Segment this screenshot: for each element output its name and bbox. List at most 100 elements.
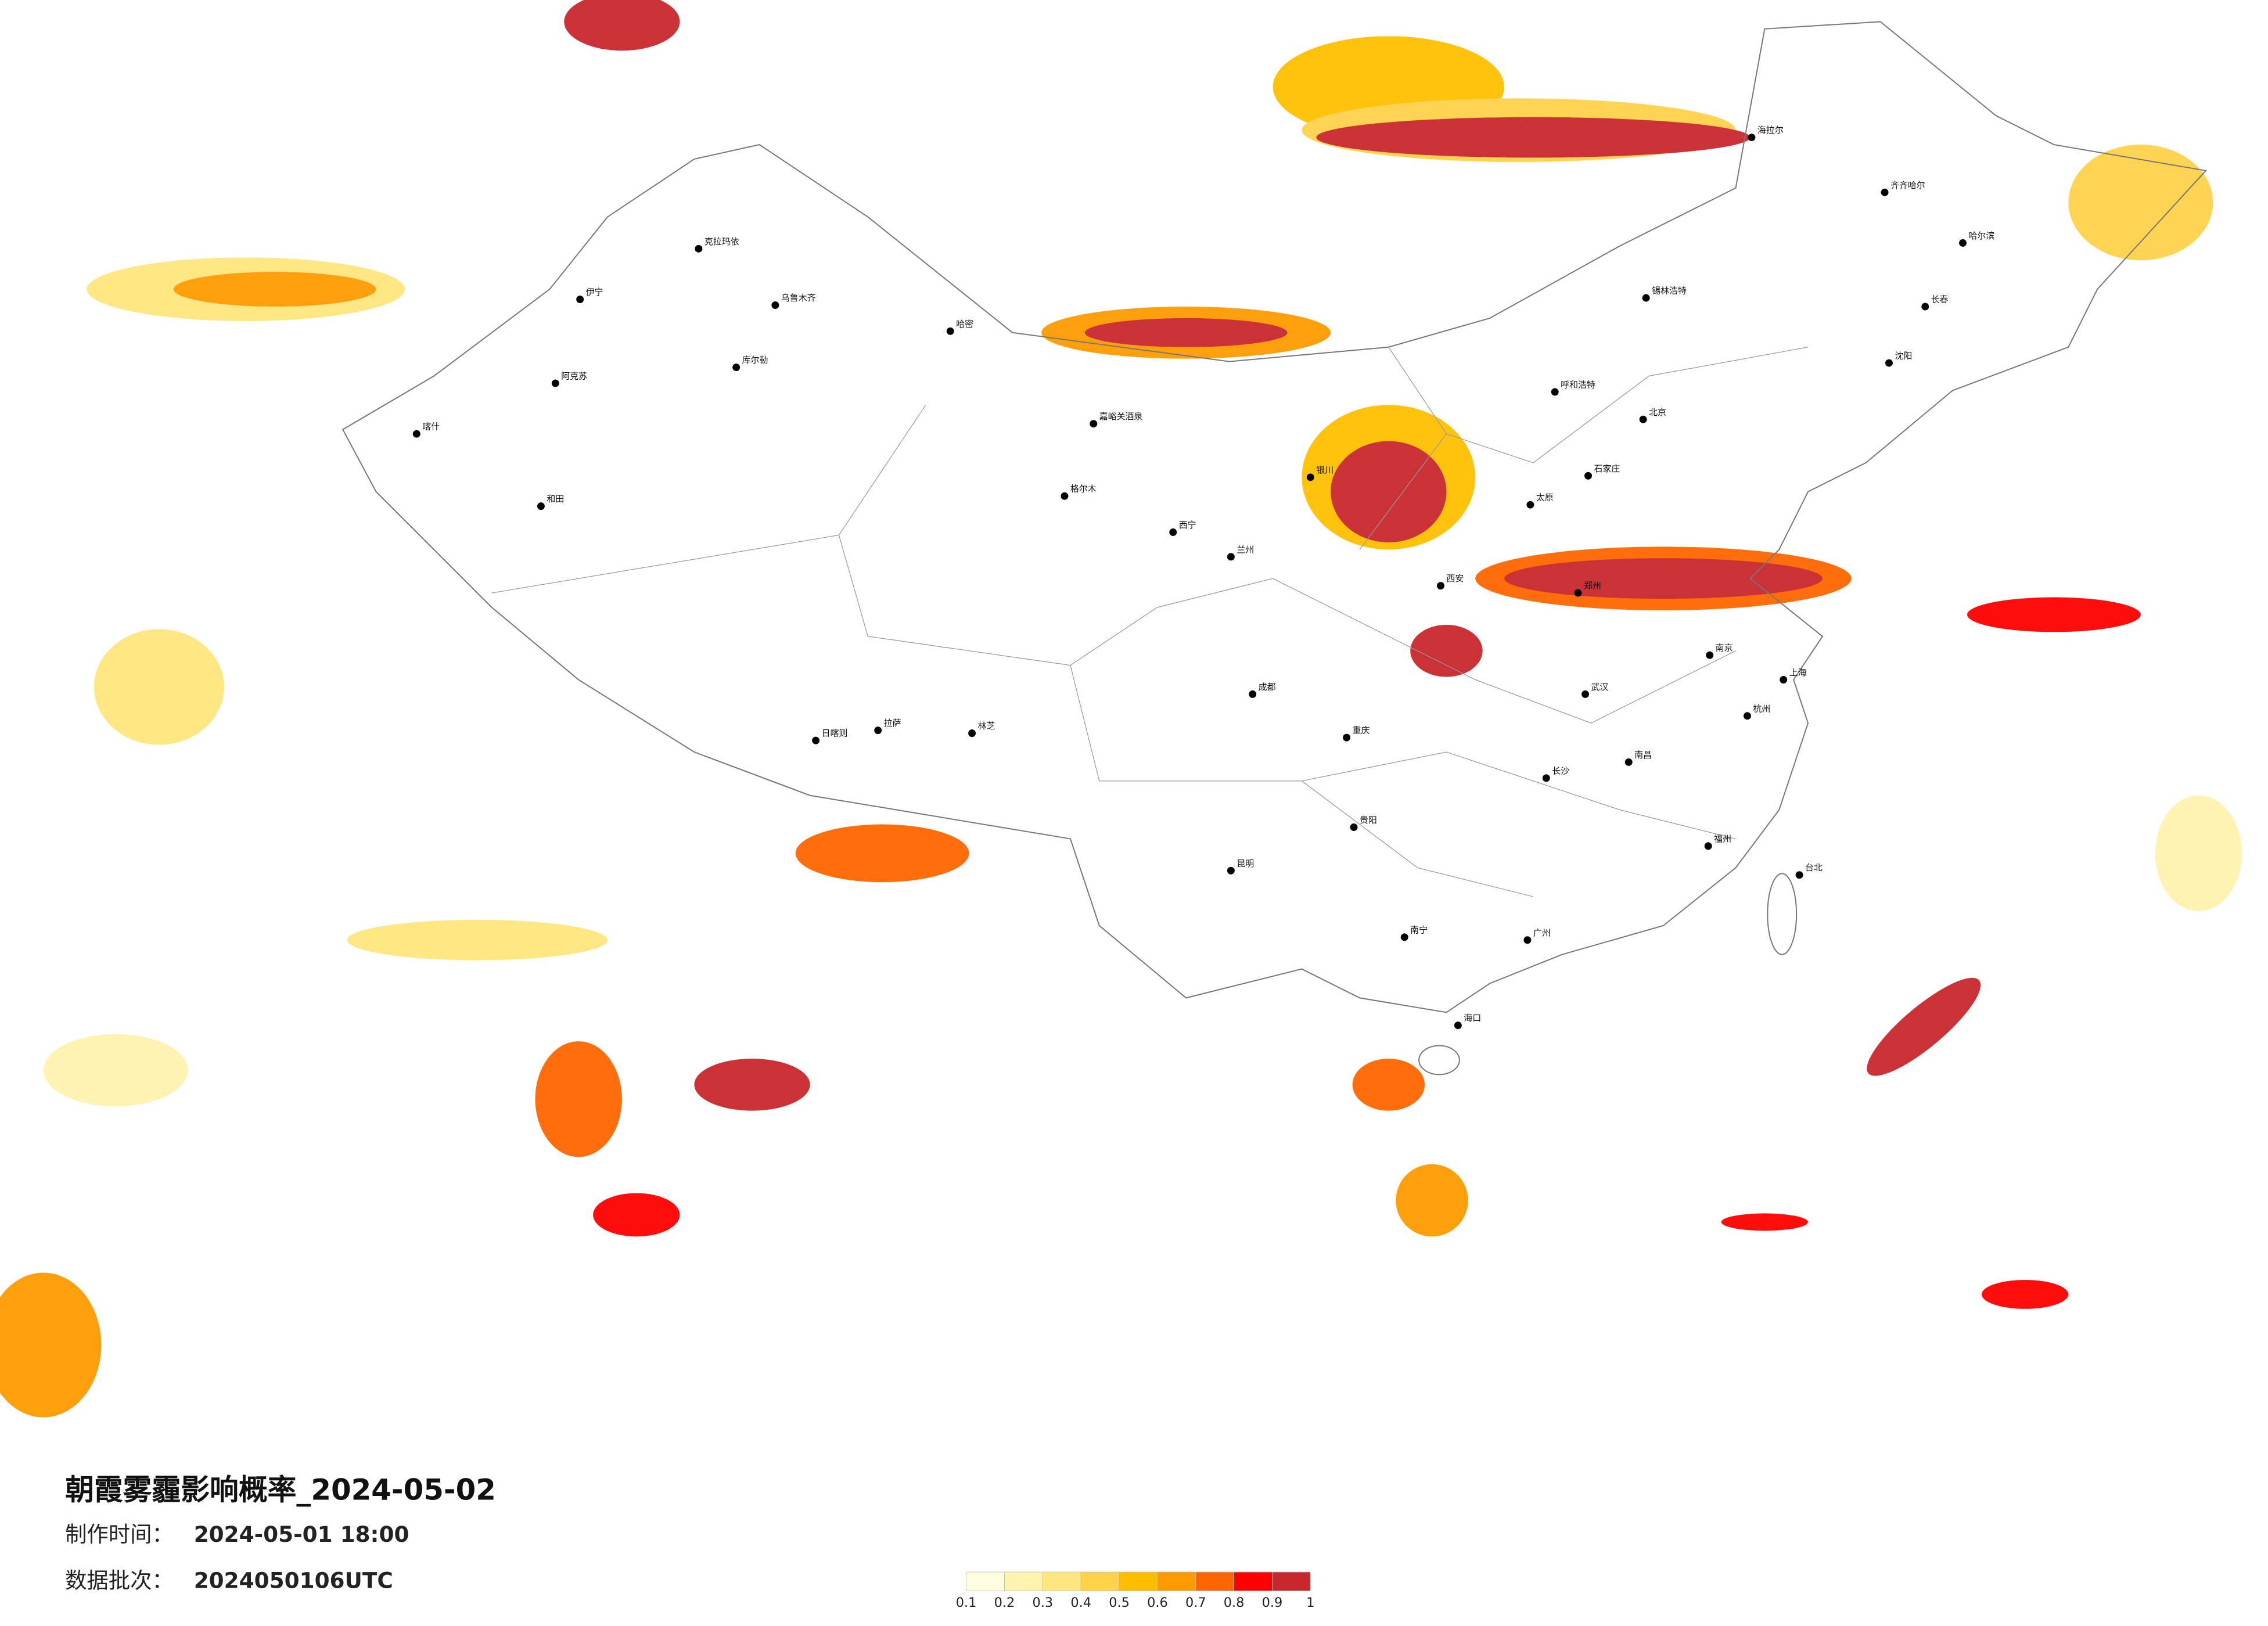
- city-label: 海拉尔: [1757, 125, 1784, 135]
- city-label: 西安: [1446, 573, 1464, 584]
- city-dot: [1343, 733, 1351, 742]
- city-label: 广州: [1533, 927, 1551, 938]
- haze-area: [94, 629, 225, 745]
- haze-area: [1721, 1213, 1809, 1231]
- city-dot: [1551, 388, 1559, 396]
- city-dot: [1780, 676, 1788, 684]
- province-lines: [491, 347, 1809, 897]
- haze-area: [1867, 977, 1981, 1076]
- city-label: 昆明: [1237, 858, 1254, 869]
- city-label: 台北: [1805, 862, 1823, 873]
- legend-swatch: [1119, 1571, 1158, 1591]
- city-dot: [1642, 294, 1650, 302]
- haze-area: [1981, 1280, 2069, 1309]
- haze-area: [347, 919, 608, 961]
- city-dot: [1885, 359, 1893, 367]
- island-outline: [1767, 873, 1798, 955]
- haze-area: [1396, 1164, 1468, 1237]
- city-label: 兰州: [1237, 544, 1254, 555]
- city-label: 沈阳: [1895, 351, 1912, 361]
- city-dot: [1706, 651, 1714, 659]
- city-dot: [1639, 415, 1647, 423]
- city-label: 克拉玛依: [705, 236, 739, 247]
- city-dot: [1249, 690, 1257, 698]
- city-dot: [771, 301, 779, 309]
- legend-tick-label: 0.8: [1224, 1595, 1245, 1610]
- city-label: 呼和浩特: [1561, 379, 1595, 390]
- city-label: 海口: [1464, 1013, 1481, 1023]
- city-label: 南昌: [1634, 750, 1652, 760]
- city-dot: [1624, 758, 1633, 766]
- haze-area: [694, 1059, 810, 1111]
- haze-area: [173, 272, 376, 307]
- haze-area: [1504, 558, 1823, 599]
- city-dot: [1795, 871, 1803, 879]
- city-label: 伊宁: [586, 287, 603, 297]
- city-label: 上海: [1789, 667, 1807, 678]
- legend-tick-label: 0.5: [1109, 1595, 1130, 1610]
- city-label: 日喀则: [822, 728, 848, 739]
- city-dot: [1743, 712, 1751, 720]
- city-label: 银川: [1316, 465, 1334, 475]
- map-title: 朝霞雾霾影响概率_2024-05-02: [65, 1473, 496, 1507]
- city-dot: [1169, 528, 1177, 536]
- legend-swatch: [1080, 1571, 1120, 1591]
- city-label: 长春: [1931, 294, 1949, 305]
- production-label: 制作时间：: [65, 1521, 174, 1547]
- legend-tick-label: 0.3: [1033, 1595, 1054, 1610]
- city-dot: [1454, 1021, 1462, 1030]
- city-dot: [1704, 842, 1712, 850]
- city-dot: [874, 726, 882, 735]
- legend-swatch: [1042, 1571, 1081, 1591]
- city-dot: [1306, 473, 1314, 481]
- legend-swatch: [1272, 1571, 1311, 1591]
- city-dot: [1748, 134, 1756, 142]
- city-dot: [1542, 774, 1550, 782]
- city-label: 齐齐哈尔: [1890, 180, 1925, 190]
- haze-area: [1331, 441, 1447, 542]
- legend-swatch: [966, 1571, 1005, 1591]
- city-dot: [1584, 472, 1592, 480]
- city-label: 武汉: [1591, 682, 1608, 692]
- legend-tick-label: 0.4: [1070, 1595, 1091, 1610]
- city-dot: [1090, 420, 1098, 428]
- city-label: 成都: [1259, 682, 1276, 692]
- legend-tick-label: 0.7: [1185, 1595, 1206, 1610]
- city-dot: [551, 379, 559, 387]
- legend-tick-label: 0.9: [1262, 1595, 1283, 1610]
- batch: 2024050106UTC: [194, 1567, 393, 1593]
- city-label: 哈尔滨: [1968, 231, 1994, 241]
- production-time: 2024-05-01 18:00: [194, 1521, 409, 1547]
- city-dot: [732, 364, 741, 372]
- haze-area: [2068, 145, 2213, 261]
- city-label: 和田: [547, 494, 564, 504]
- legend-tick-label: 0.2: [994, 1595, 1015, 1610]
- city-label: 嘉峪关酒泉: [1099, 411, 1143, 422]
- legend-tick-label: 0.6: [1147, 1595, 1168, 1610]
- city-dot: [537, 502, 545, 510]
- island-outline: [1418, 1045, 1460, 1075]
- city-dot: [1436, 582, 1444, 590]
- legend-tick-label: 1: [1306, 1595, 1314, 1610]
- city-dot: [1959, 239, 1967, 247]
- city-label: 喀什: [422, 422, 440, 432]
- city-dot: [1400, 933, 1408, 941]
- city-label: 林芝: [978, 721, 995, 731]
- city-label: 阿克苏: [561, 370, 587, 381]
- city-label: 长沙: [1552, 765, 1569, 776]
- city-label: 北京: [1649, 407, 1666, 418]
- city-dot: [412, 430, 420, 438]
- haze-area: [564, 0, 680, 51]
- city-dot: [1061, 492, 1069, 500]
- haze-area: [1316, 117, 1751, 158]
- city-label: 西宁: [1179, 520, 1196, 530]
- city-dot: [812, 736, 820, 744]
- city-dot: [1227, 866, 1235, 875]
- city-label: 锡林浩特: [1652, 286, 1687, 296]
- haze-area: [0, 1272, 102, 1418]
- city-label: 南宁: [1410, 924, 1428, 935]
- city-label: 库尔勒: [742, 355, 768, 365]
- legend-tick-label: 0.1: [956, 1595, 977, 1610]
- city-label: 贵阳: [1360, 815, 1377, 825]
